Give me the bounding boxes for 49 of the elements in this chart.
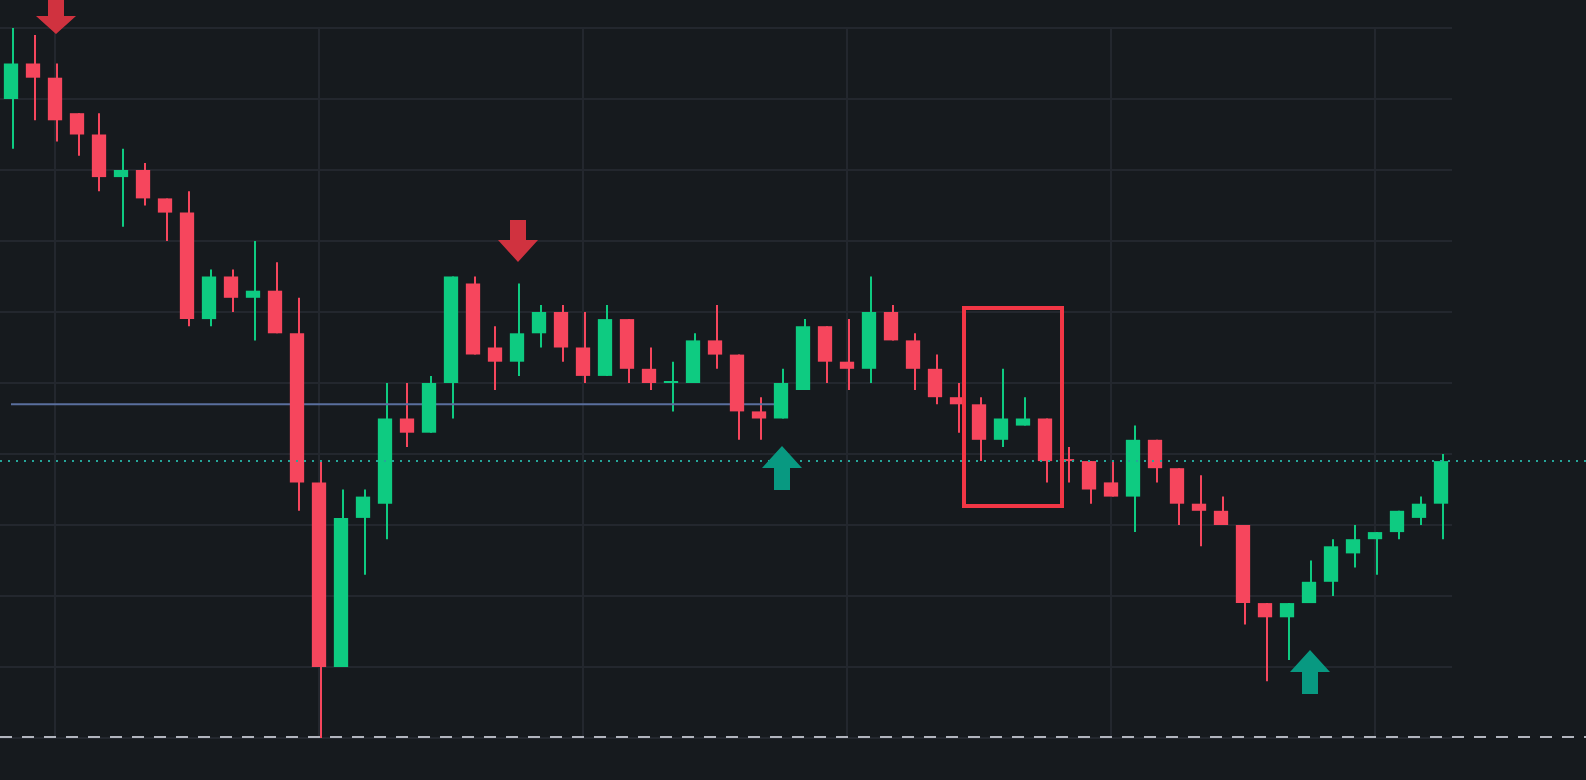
candlestick	[531, 303, 547, 349]
candlestick	[905, 332, 921, 392]
candlestick	[69, 112, 85, 157]
candlestick	[245, 240, 261, 342]
candlestick	[553, 303, 569, 363]
candlestick	[1169, 467, 1185, 526]
candlestick	[267, 261, 283, 335]
candlestick	[1191, 474, 1207, 548]
candlestick	[355, 488, 371, 576]
candlestick	[509, 282, 525, 377]
candlestick	[399, 382, 415, 448]
candlestick	[1147, 438, 1163, 484]
candlestick	[1257, 602, 1273, 683]
candlestick	[113, 147, 129, 228]
candlestick	[1037, 417, 1053, 484]
candlestick	[1015, 396, 1031, 427]
candlestick	[1081, 460, 1097, 505]
candlestick	[971, 396, 987, 463]
candlestick	[1213, 495, 1229, 526]
candlestick	[927, 353, 943, 406]
candlestick	[839, 318, 855, 392]
candlestick	[993, 367, 1009, 448]
candlestick	[575, 311, 591, 384]
candlestick	[3, 27, 19, 150]
candlestick	[1103, 460, 1119, 498]
candlestick	[487, 325, 503, 392]
candlestick	[1389, 509, 1405, 541]
candlestick	[685, 332, 701, 384]
candlestick	[91, 112, 107, 193]
candlestick	[1345, 524, 1361, 569]
candlestick	[223, 268, 239, 313]
candlestick	[135, 161, 151, 207]
candlestick	[707, 303, 723, 370]
candlestick	[1411, 495, 1427, 526]
candlestick	[773, 367, 789, 420]
candlestick	[201, 268, 217, 328]
candlestick	[1301, 559, 1317, 605]
candlestick	[1279, 602, 1295, 661]
candlestick	[641, 346, 657, 392]
candlestick	[47, 62, 63, 143]
candlestick	[751, 396, 767, 441]
candlestick	[817, 325, 833, 384]
candlestick	[1433, 453, 1449, 541]
candlestick	[1367, 531, 1383, 576]
candlestick	[25, 34, 41, 122]
candlestick	[1323, 538, 1339, 597]
candlestick	[157, 197, 173, 242]
candlestick	[883, 303, 899, 342]
candlestick	[663, 360, 679, 413]
